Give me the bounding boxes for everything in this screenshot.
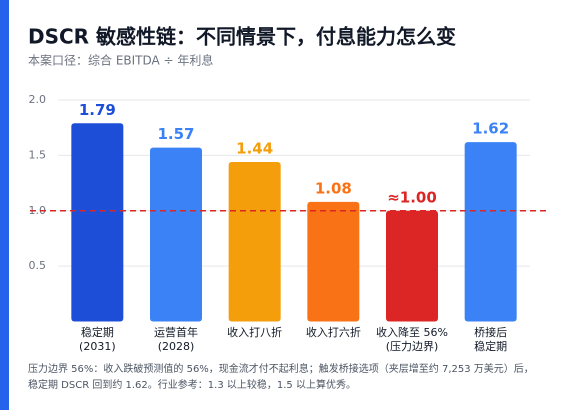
x-tick-line: 桥接后 (474, 326, 507, 339)
chart-title: DSCR 敏感性链：不同情景下，付息能力怎么变 (28, 25, 456, 49)
value-label: 1.44 (236, 140, 273, 158)
x-tick-line: (2028) (158, 340, 195, 353)
x-tick-line: 收入打八折 (227, 325, 282, 339)
bar (464, 142, 517, 322)
bar (150, 147, 202, 322)
value-label: 1.62 (472, 120, 509, 138)
bar (228, 162, 281, 322)
x-tick-line: 收入降至 56% (376, 325, 448, 339)
x-tick-line: 稳定期 (81, 325, 114, 339)
bar (71, 123, 124, 322)
x-tick-label: 运营首年(2028) (154, 325, 198, 353)
chart-subtitle: 本案口径：综合 EBITDA ÷ 年利息 (28, 53, 213, 68)
footnote: 稳定期 DSCR 回到约 1.62。行业参考：1.3 以上较稳，1.5 以上算优… (28, 378, 356, 391)
y-tick-label: 2.0 (29, 93, 47, 106)
x-tick-label: 收入降至 56% (压力边界) (376, 325, 448, 353)
x-tick-label: 收入打八折 (227, 325, 282, 339)
y-tick-label: 1.5 (29, 148, 47, 161)
value-label: 1.57 (157, 125, 194, 143)
bar (307, 201, 360, 322)
x-tick-line: (压力边界) (386, 340, 439, 353)
y-tick-label: 0.5 (29, 259, 47, 272)
x-tick-line: (2031) (79, 340, 116, 353)
y-tick-label: 1.0 (29, 204, 47, 217)
value-label: ≈1.00 (387, 188, 437, 206)
x-tick-line: 稳定期 (474, 339, 507, 353)
accent-bar (0, 0, 9, 410)
bar (386, 210, 438, 322)
x-tick-label: 收入打六折 (306, 325, 361, 339)
x-tick-label: 桥接后稳定期 (474, 326, 507, 353)
value-label: 1.79 (79, 101, 116, 119)
x-tick-line: 收入打六折 (306, 325, 361, 339)
x-tick-label: 稳定期(2031) (79, 325, 116, 353)
footnote: 压力边界 56%：收入跌破预测值的 56%，现金流才付不起利息；触发桥接选项（夹… (28, 362, 534, 375)
x-tick-line: 运营首年 (154, 325, 198, 339)
value-label: 1.08 (315, 179, 352, 197)
